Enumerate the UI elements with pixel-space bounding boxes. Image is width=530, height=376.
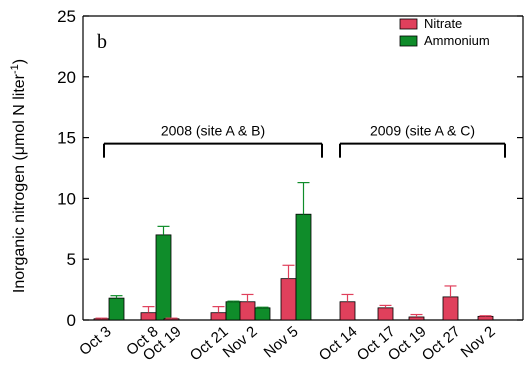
y-tick-label: 0 [67,311,76,330]
nitrate-bar [477,315,494,321]
nitrate-bar [408,316,425,321]
nitrate-bar [280,278,297,321]
ammonium-bar [295,213,312,321]
legend-swatch-ammonium [399,35,418,47]
x-tick-label: Oct 14 [316,323,361,364]
plot-area: 0 5 10 15 20 25 Inorganic nitrogen (μmol N lit… [9,7,524,364]
ammonium-bar [155,234,172,321]
legend-swatch-nitrate [399,18,418,30]
bracket-label: 2008 (site A & B) [161,123,265,139]
nitrate-bar [163,318,180,321]
y-tick-label: 10 [57,189,76,208]
bracket-label: 2009 (site A & C) [370,123,475,139]
legend-label-nitrate: Nitrate [424,16,462,31]
ammonium-bar [225,301,242,321]
x-tick-label: Nov 2 [220,323,261,361]
nitrate-bar [339,301,356,321]
ammonium-bar [254,307,271,321]
x-tick-label: Nov 2 [458,323,499,361]
nitrate-bar [442,296,459,321]
y-tick-label: 20 [57,68,76,87]
nitrate-bar [140,312,157,321]
nitrate-bar [210,312,227,321]
nitrate-bar [377,307,394,321]
x-tick-label: Oct 3 [76,323,114,359]
y-tick-label: 15 [57,129,76,148]
ammonium-bar [108,297,125,321]
nitrate-bar [239,301,256,321]
legend-label-ammonium: Ammonium [424,33,490,48]
x-tick-label: Oct 27 [419,323,464,364]
panel-label: b [97,31,107,53]
y-tick-label: 5 [67,250,76,269]
y-axis-title: Inorganic nitrogen (μmol N liter-1) [9,59,28,293]
x-tick-label: Nov 5 [261,323,302,361]
nitrate-bar [93,318,110,321]
y-tick-label: 25 [57,7,76,26]
